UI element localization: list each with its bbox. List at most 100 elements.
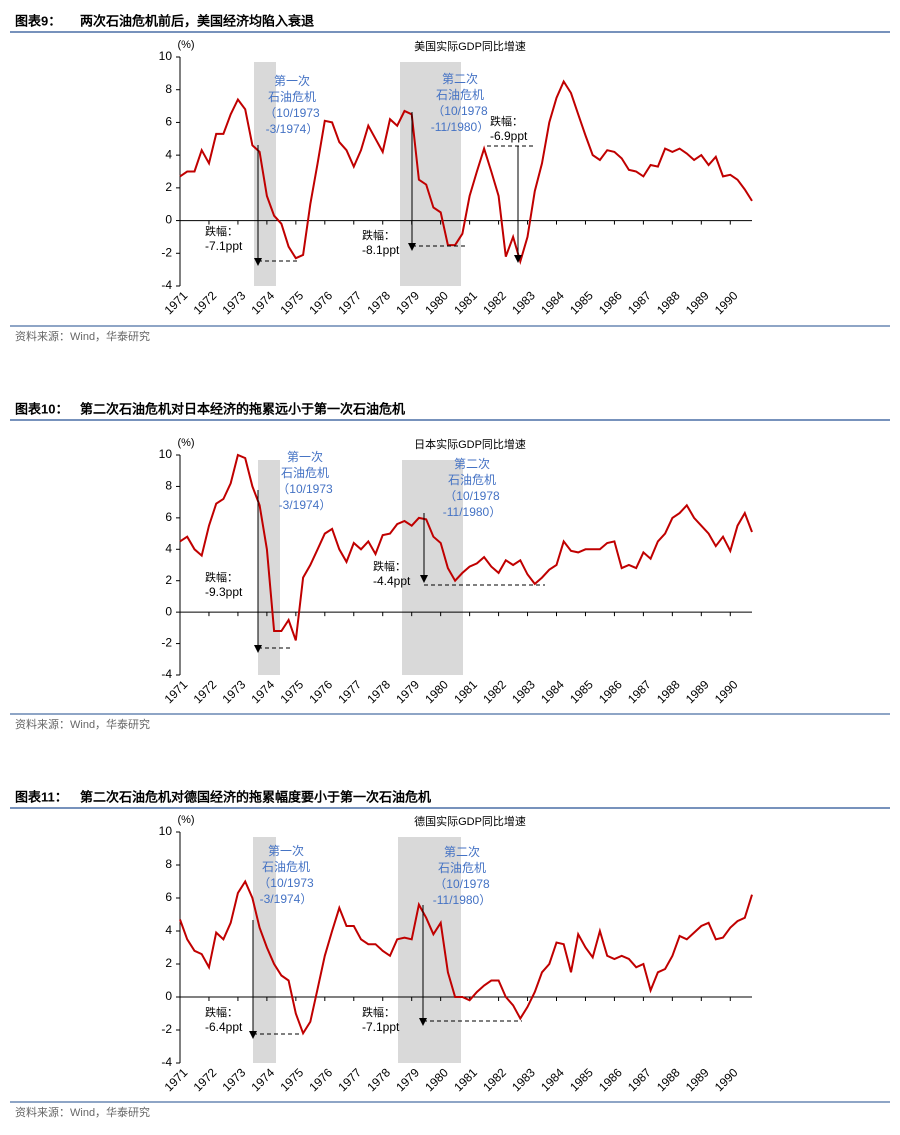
- y-tick-label: 4: [165, 541, 172, 555]
- x-tick-label: 1972: [191, 1065, 220, 1094]
- drop-label: 跌幅：: [490, 114, 523, 128]
- crisis-label: -3/1974）: [279, 498, 332, 512]
- drop-label: 跌幅：: [205, 224, 238, 238]
- x-tick-label: 1976: [306, 677, 335, 706]
- source: 资料来源：Wind，华泰研究: [15, 717, 150, 731]
- crisis-label: -11/1980）: [431, 120, 489, 134]
- gdp-line: [179, 79, 753, 266]
- drop-label: 跌幅：: [205, 1005, 238, 1019]
- x-tick-label: 1974: [248, 288, 277, 317]
- x-tick-label: 1979: [393, 288, 422, 317]
- x-tick-label: 1988: [654, 1065, 683, 1094]
- crisis-shade: [402, 460, 463, 675]
- x-tick-label: 1985: [567, 1065, 596, 1094]
- y-tick-label: -2: [161, 245, 172, 259]
- x-tick-label: 1971: [162, 677, 191, 706]
- x-tick-label: 1984: [538, 288, 567, 317]
- x-tick-label: 1981: [451, 677, 480, 706]
- y-tick-label: 10: [159, 824, 173, 838]
- drop-value: -8.1ppt: [362, 243, 400, 257]
- x-tick-label: 1989: [683, 288, 712, 317]
- drop-value: -4.4ppt: [373, 574, 411, 588]
- drop-label: 跌幅：: [362, 1005, 395, 1019]
- y-tick-label: 6: [165, 890, 172, 904]
- x-tick-label: 1982: [480, 677, 509, 706]
- x-tick-label: 1980: [422, 677, 451, 706]
- crisis-label: 石油危机: [268, 90, 316, 104]
- y-tick-label: 8: [165, 857, 172, 871]
- crisis-shade: [254, 62, 276, 286]
- x-tick-label: 1984: [538, 1065, 567, 1094]
- y-axis-label: (%): [177, 814, 194, 826]
- drop-value: -9.3ppt: [205, 585, 243, 599]
- chart-subtitle: 美国实际GDP同比增速: [414, 39, 526, 53]
- x-tick-label: 1978: [364, 677, 393, 706]
- y-axis-label: (%): [177, 39, 194, 51]
- x-tick-label: 1990: [712, 677, 741, 706]
- x-tick-label: 1978: [364, 1065, 393, 1094]
- drop-label: 跌幅：: [373, 559, 406, 573]
- crisis-label: 石油危机: [281, 466, 329, 480]
- x-tick-label: 1974: [248, 1065, 277, 1094]
- crisis-label: 石油危机: [448, 473, 496, 487]
- figure-title: 第二次石油危机对日本经济的拖累远小于第一次石油危机: [80, 401, 405, 416]
- x-tick-label: 1981: [451, 288, 480, 317]
- x-tick-label: 1981: [451, 1065, 480, 1094]
- x-tick-label: 1983: [509, 1065, 538, 1094]
- x-tick-label: 1979: [393, 1065, 422, 1094]
- figure-label: 图表10：: [15, 401, 68, 416]
- x-tick-label: 1985: [567, 677, 596, 706]
- crisis-label: 第二次: [454, 457, 490, 471]
- y-tick-label: 0: [165, 213, 172, 227]
- x-tick-label: 1984: [538, 677, 567, 706]
- x-tick-label: 1987: [625, 1065, 654, 1094]
- y-tick-label: 2: [165, 573, 172, 587]
- crisis-label: -11/1980）: [433, 893, 491, 907]
- x-tick-label: 1978: [364, 288, 393, 317]
- crisis-shade: [253, 837, 276, 1063]
- crisis-label: （10/1973: [264, 106, 320, 120]
- crisis-label: （10/1978: [432, 104, 488, 118]
- crisis-label: （10/1973: [258, 876, 314, 890]
- x-tick-label: 1988: [654, 288, 683, 317]
- crisis-label: -3/1974）: [260, 892, 313, 906]
- x-tick-label: 1971: [162, 288, 191, 317]
- x-tick-label: 1985: [567, 288, 596, 317]
- x-tick-label: 1986: [596, 288, 625, 317]
- x-tick-label: 1987: [625, 288, 654, 317]
- figure-label: 图表9：: [15, 13, 61, 28]
- y-tick-label: -2: [161, 1022, 172, 1036]
- drop-value: -7.1ppt: [205, 239, 243, 253]
- y-tick-label: 10: [159, 447, 173, 461]
- x-tick-label: 1990: [712, 1065, 741, 1094]
- drop-value: -6.4ppt: [205, 1020, 243, 1034]
- x-tick-label: 1975: [277, 677, 306, 706]
- y-tick-label: 8: [165, 82, 172, 96]
- crisis-label: 石油危机: [436, 88, 484, 102]
- y-tick-label: -4: [161, 667, 172, 681]
- x-tick-label: 1977: [335, 288, 364, 317]
- crisis-label: 第一次: [268, 844, 304, 858]
- x-tick-label: 1980: [422, 288, 451, 317]
- x-tick-label: 1983: [509, 677, 538, 706]
- crisis-shade: [398, 837, 461, 1063]
- x-tick-label: 1975: [277, 288, 306, 317]
- chart-subtitle: 德国实际GDP同比增速: [414, 814, 526, 828]
- y-axis-label: (%): [177, 437, 194, 449]
- x-tick-label: 1973: [220, 288, 249, 317]
- gdp-line: [179, 879, 753, 1036]
- crisis-label: -11/1980）: [443, 505, 501, 519]
- crisis-label: 第二次: [444, 845, 480, 859]
- source: 资料来源：Wind，华泰研究: [15, 1105, 150, 1119]
- y-tick-label: 0: [165, 604, 172, 618]
- y-tick-label: 2: [165, 956, 172, 970]
- x-tick-label: 1988: [654, 677, 683, 706]
- figure-title: 两次石油危机前后，美国经济均陷入衰退: [80, 13, 314, 28]
- x-tick-label: 1973: [220, 1065, 249, 1094]
- x-tick-label: 1986: [596, 677, 625, 706]
- x-tick-label: 1971: [162, 1065, 191, 1094]
- y-tick-label: 8: [165, 479, 172, 493]
- drop-value: -7.1ppt: [362, 1020, 400, 1034]
- x-tick-label: 1982: [480, 1065, 509, 1094]
- x-tick-label: 1982: [480, 288, 509, 317]
